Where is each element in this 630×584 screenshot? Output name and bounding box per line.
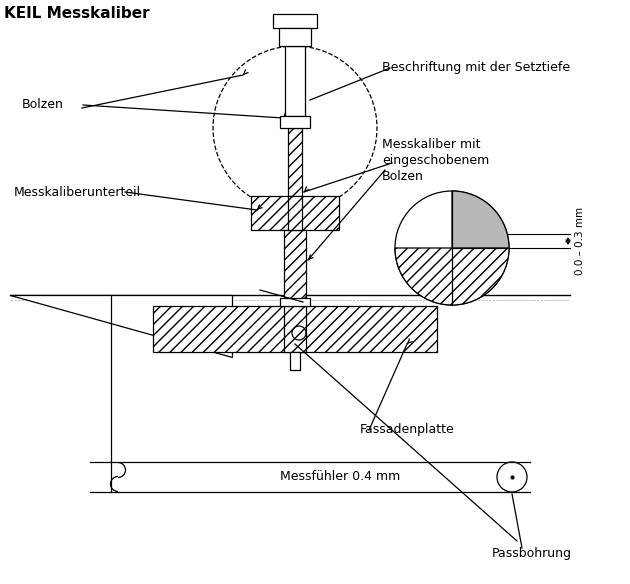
- Text: 0.0 – 0.3 mm: 0.0 – 0.3 mm: [575, 207, 585, 275]
- Text: Messkaliberunterteil: Messkaliberunterteil: [14, 186, 141, 199]
- Polygon shape: [10, 295, 232, 357]
- Bar: [280, 298, 310, 306]
- Text: Passbohrung: Passbohrung: [492, 547, 572, 559]
- Text: Bolzen: Bolzen: [22, 99, 64, 112]
- Bar: [284, 306, 306, 352]
- Bar: [273, 14, 317, 28]
- Text: Messfühler 0.4 mm: Messfühler 0.4 mm: [280, 471, 400, 484]
- Text: Fassadenplatte: Fassadenplatte: [360, 423, 455, 436]
- Bar: [251, 196, 339, 230]
- Bar: [284, 306, 306, 352]
- Wedge shape: [452, 191, 509, 248]
- Text: Beschriftung mit der Setztiefe: Beschriftung mit der Setztiefe: [382, 61, 570, 75]
- Wedge shape: [395, 248, 509, 305]
- Bar: [288, 128, 302, 196]
- Bar: [285, 46, 305, 116]
- Bar: [288, 196, 302, 230]
- Bar: [153, 306, 437, 352]
- Bar: [290, 352, 300, 370]
- Bar: [284, 230, 306, 330]
- Bar: [279, 28, 311, 46]
- Text: KEIL Messkaliber: KEIL Messkaliber: [4, 6, 150, 21]
- Bar: [288, 196, 302, 230]
- Text: Messkaliber mit
eingeschobenem
Bolzen: Messkaliber mit eingeschobenem Bolzen: [382, 138, 490, 183]
- Bar: [280, 116, 310, 128]
- Circle shape: [395, 191, 509, 305]
